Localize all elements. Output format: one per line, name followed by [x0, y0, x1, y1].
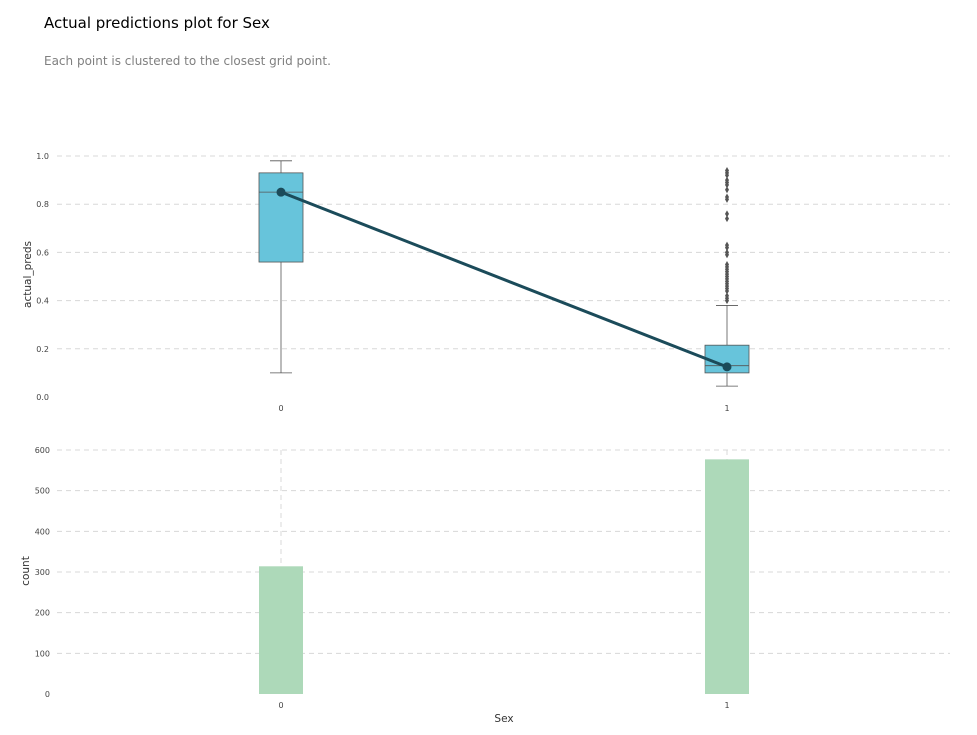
outlier-point [725, 215, 729, 223]
outlier-point [725, 248, 729, 256]
x-axis-label: Sex [494, 713, 513, 725]
mean-line [280, 190, 728, 369]
y-tick-label: 400 [35, 527, 50, 536]
x-tick-label: 0 [278, 404, 283, 413]
chart-subtitle: Each point is clustered to the closest g… [44, 54, 331, 68]
y-tick-label: 200 [35, 609, 50, 618]
outlier-point [725, 176, 729, 184]
outlier-point [725, 186, 729, 194]
y-tick-label: 0.2 [36, 345, 49, 354]
count-bar [259, 566, 303, 694]
y-tick-label: 500 [35, 487, 50, 496]
y-tick-label: 600 [35, 446, 50, 455]
y-tick-label: 0 [45, 690, 50, 699]
outlier-point [725, 193, 729, 201]
count-bar-panel: 0 100 200 300 400 500 600 0 1 count Sex [20, 446, 950, 725]
chart-title: Actual predictions plot for Sex [44, 14, 270, 32]
mean-point [722, 362, 732, 372]
y-axis-label: actual_preds [22, 241, 34, 308]
x-tick-label: 1 [724, 701, 729, 710]
y-tick-label: 0.8 [36, 200, 49, 209]
box-1 [704, 166, 750, 387]
y-axis-label: count [20, 556, 32, 586]
y-tick-label: 1.0 [36, 152, 49, 161]
box-plot-panel: 0.0 0.2 0.4 0.6 0.8 1.0 actual_preds 0 1 [22, 152, 950, 413]
y-tick-label: 300 [35, 568, 50, 577]
outlier-point [725, 210, 729, 218]
x-tick-label: 1 [724, 404, 729, 413]
outlier-point [725, 260, 729, 268]
y-tick-label: 0.6 [36, 248, 49, 257]
count-bar [705, 459, 749, 694]
outlier-point [725, 241, 729, 249]
mean-point [276, 187, 286, 197]
outlier-point [725, 166, 729, 174]
y-tick-label: 0.0 [36, 393, 49, 402]
box-iqr [258, 172, 304, 263]
outlier-point [725, 292, 729, 300]
x-tick-label: 0 [278, 701, 283, 710]
y-tick-label: 0.4 [36, 297, 49, 306]
y-tick-label: 100 [35, 649, 50, 658]
